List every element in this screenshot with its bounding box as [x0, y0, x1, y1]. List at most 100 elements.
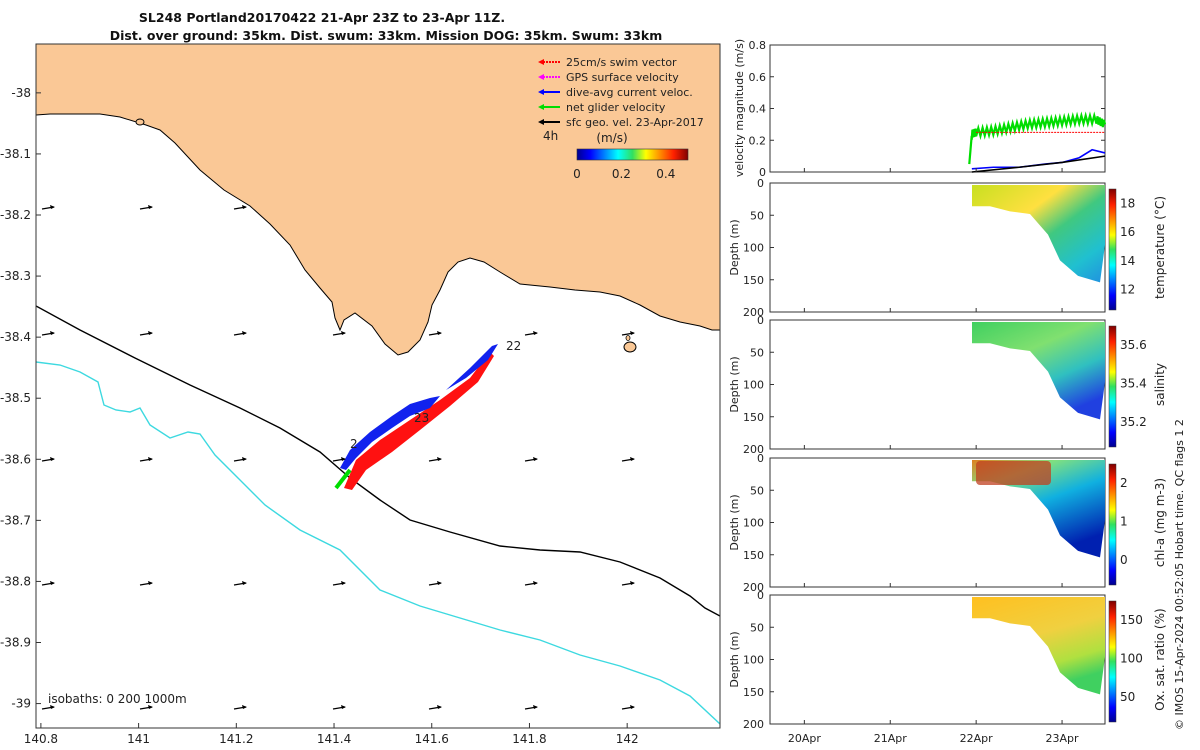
map-frame: [35, 43, 721, 729]
depth-tick-label: 200: [743, 581, 764, 594]
colorbar-tick-label: 18: [1120, 196, 1135, 210]
depth-tick-label: 50: [750, 484, 764, 497]
vel-ytick-label: 0.2: [749, 134, 767, 147]
legend-label: dive-avg current veloc.: [566, 86, 693, 99]
geo-arrow: [621, 457, 635, 462]
velocity-panel: 0 0.2 0.4 0.6 0.8 velocity magnitude (m/s): [733, 39, 1107, 179]
footer-credit: © IMOS 15-Apr-2024 00:52:05 Hobart time.…: [1173, 419, 1186, 730]
map-ytick-label: -38.4: [0, 330, 31, 344]
map-ytick-label: -38.9: [0, 636, 31, 650]
panel-colorbar: [1108, 188, 1117, 311]
velocity-ylabel: velocity magnitude (m/s): [733, 39, 746, 177]
colorbar-tick: 0.2: [612, 167, 631, 181]
geo-arrow: [621, 705, 635, 710]
geo-arrow: [41, 457, 55, 462]
map-ytick-label: -38.3: [0, 269, 31, 283]
depth-panel-oxygen: 0 50 100 150 200 Depth (m) 50 100 150 Ox. sat. ra…: [728, 589, 1167, 731]
depth-tick-label: 0: [757, 314, 764, 327]
vel-series-net-glider-velocity: [968, 111, 1107, 165]
colorbar-unit: (m/s): [596, 131, 627, 145]
depth-tick-label: 0: [757, 177, 764, 190]
map-ytick-label: -38.6: [0, 452, 31, 466]
geo-arrow: [233, 457, 247, 462]
map-legend: 25cm/s swim vector GPS surface velocity di…: [538, 56, 704, 129]
colorbar-tick: 0.4: [656, 167, 675, 181]
geo-arrow: [428, 705, 442, 710]
map-ytick-label: -38.5: [0, 391, 31, 405]
isobath-1000m: [36, 361, 720, 725]
geo-arrow: [332, 457, 346, 462]
depth-tick-label: 200: [743, 306, 764, 319]
colorbar-label: salinity: [1153, 363, 1167, 406]
colorbar-tick-label: 12: [1120, 283, 1135, 297]
geo-arrow: [41, 705, 55, 710]
section-data: [972, 185, 1105, 283]
colorbar-label: chl-a (mg m-3): [1153, 478, 1167, 567]
time-tick-label: 22Apr: [960, 732, 994, 745]
map-ytick-label: -38.7: [0, 513, 31, 527]
depth-tick-label: 100: [743, 379, 764, 392]
geo-arrow: [332, 331, 346, 336]
map-panel: 22 23 2 isobaths: 0 200 1000m 140.8 141 14…: [0, 43, 721, 746]
depth-tick-label: 150: [743, 274, 764, 287]
geo-arrow: [233, 205, 247, 210]
depth-tick-label: 150: [743, 411, 764, 424]
time-tick-label: 21Apr: [874, 732, 908, 745]
depth-tick-label: 200: [743, 443, 764, 456]
colorbar-tick-label: 50: [1120, 690, 1135, 704]
geo-arrow: [139, 205, 153, 210]
legend-label: 25cm/s swim vector: [566, 56, 677, 69]
depth-tick-label: 100: [743, 517, 764, 530]
depth-panel-chl-a: 0 50 100 150 200 Depth (m) 0 1 2 chl-a (mg m-3): [728, 452, 1167, 594]
day-label-22: 22: [506, 339, 521, 353]
island: [623, 341, 637, 353]
vel-ytick-label: 0.6: [749, 71, 767, 84]
geo-arrow: [139, 705, 153, 710]
depth-tick-label: 100: [743, 654, 764, 667]
legend-label: sfc geo. vel. 23-Apr-2017: [566, 116, 704, 129]
colorbar-tick-label: 2: [1120, 476, 1128, 490]
map-xtick-label: 141: [127, 732, 150, 746]
isobath-200m: [36, 305, 720, 617]
map-xtick-label: 141.8: [512, 732, 546, 746]
geo-arrow: [233, 581, 247, 586]
depth-tick-label: 150: [743, 686, 764, 699]
colorbar-tick-label: 14: [1120, 254, 1135, 268]
map-ytick-label: -39: [11, 697, 31, 711]
day-label-2: 2: [350, 437, 358, 451]
geo-arrow: [233, 331, 247, 336]
depth-tick-label: 50: [750, 346, 764, 359]
colorbar-tick-label: 16: [1120, 225, 1135, 239]
depth-tick-label: 100: [743, 242, 764, 255]
colorbar-label: temperature (°C): [1153, 196, 1167, 299]
chl-max-patch: [976, 461, 1051, 485]
panel-colorbar: [1108, 325, 1117, 448]
depth-ylabel: Depth (m): [728, 219, 741, 275]
map-xtick-label: 141.4: [317, 732, 351, 746]
vel-ytick-label: 0: [759, 166, 766, 179]
geo-arrow: [428, 331, 442, 336]
day-label-23: 23: [414, 411, 429, 425]
colorbar-tick-label: 35.4: [1120, 377, 1147, 391]
panel-colorbar: [1108, 600, 1117, 723]
section-data: [972, 597, 1105, 695]
map-ytick-label: -38.1: [0, 147, 31, 161]
geo-arrow: [41, 205, 55, 210]
depth-ylabel: Depth (m): [728, 631, 741, 687]
isobaths-label: isobaths: 0 200 1000m: [48, 692, 187, 706]
geo-arrow: [524, 331, 538, 336]
vel-series-sfc-geo: [971, 155, 1106, 173]
depth-tick-label: 50: [750, 621, 764, 634]
scale-label: 4h: [543, 129, 558, 143]
geo-arrow: [621, 331, 635, 336]
vel-ytick-label: 0.8: [749, 39, 767, 52]
geo-arrow: [524, 705, 538, 710]
velocity-axes: [769, 44, 1106, 173]
colorbar-tick-label: 35.2: [1120, 415, 1147, 429]
colorbar-tick: 0: [573, 167, 581, 181]
legend-label: GPS surface velocity: [566, 71, 679, 84]
depth-tick-label: 200: [743, 718, 764, 731]
depth-tick-label: 50: [750, 209, 764, 222]
speed-colorbar: [576, 148, 689, 161]
